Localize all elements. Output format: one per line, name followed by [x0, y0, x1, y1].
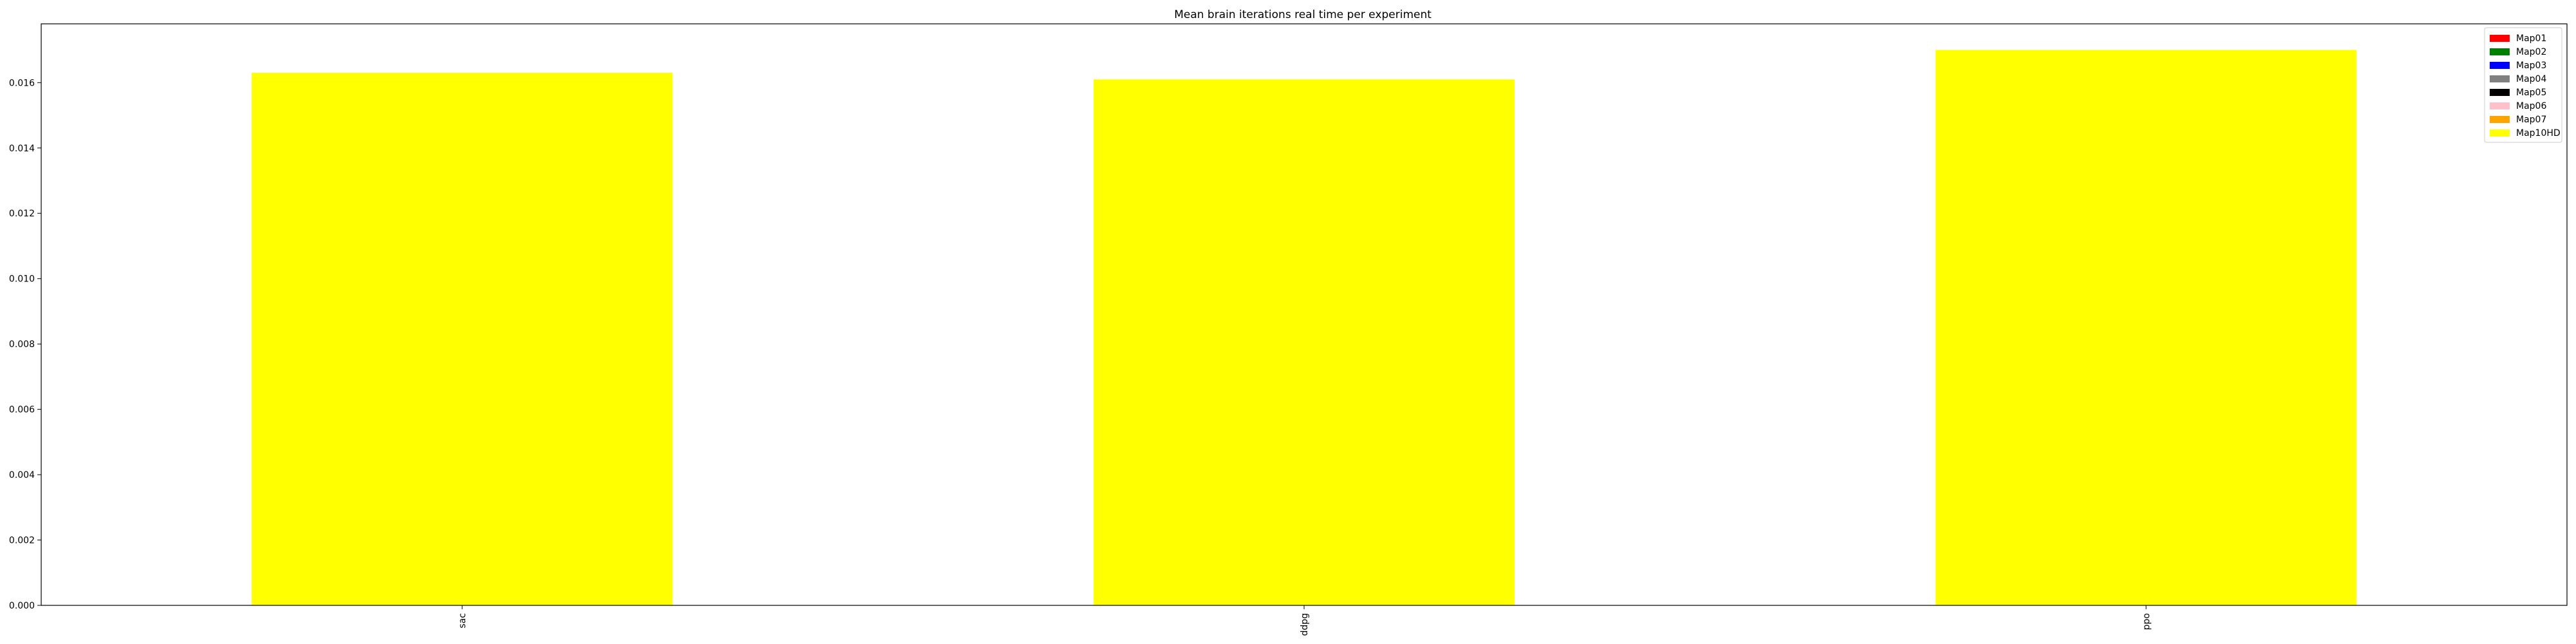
y-axis: 0.000 0.002 0.004 0.006 0.008 0.010 0.012 0.014…: [9, 78, 41, 611]
legend-swatch-map10hd: [2490, 129, 2510, 137]
legend-swatch-map03: [2490, 62, 2510, 69]
y-tick-label: 0.016: [9, 78, 35, 88]
legend: Map01 Map02 Map03 Map04 Map05 Map06 Map07 Map10…: [2484, 27, 2562, 143]
legend-swatch-map02: [2490, 48, 2510, 55]
y-tick-label: 0.000: [9, 601, 35, 611]
x-tick-label: ppo: [2141, 613, 2152, 630]
legend-swatch-map05: [2490, 89, 2510, 96]
x-tick-label: ddpg: [1300, 613, 1310, 636]
legend-box: [2484, 27, 2562, 143]
y-tick-label: 0.010: [9, 274, 35, 285]
legend-label-map06: Map06: [2516, 101, 2546, 111]
legend-swatch-map07: [2490, 116, 2510, 123]
legend-label-map03: Map03: [2516, 61, 2546, 71]
plot-frame: [41, 23, 2568, 606]
y-tick-label: 0.014: [9, 144, 35, 154]
legend-label-map05: Map05: [2516, 88, 2546, 98]
legend-label-map04: Map04: [2516, 74, 2546, 84]
legend-swatch-map01: [2490, 35, 2510, 42]
y-tick-label: 0.012: [9, 209, 35, 219]
bar-ddpg-map10hd: [1094, 79, 1515, 605]
legend-label-map07: Map07: [2516, 115, 2546, 125]
x-axis: sac ddpg ppo: [458, 605, 2152, 636]
y-tick-label: 0.004: [9, 470, 35, 480]
y-tick-label: 0.008: [9, 339, 35, 350]
y-tick-label: 0.006: [9, 405, 35, 415]
legend-label-map01: Map01: [2516, 33, 2546, 44]
legend-swatch-map04: [2490, 75, 2510, 82]
legend-label-map02: Map02: [2516, 47, 2546, 57]
bars-layer: [251, 50, 2357, 605]
legend-label-map10hd: Map10HD: [2516, 128, 2561, 138]
bar-ppo-map10hd: [1935, 50, 2357, 605]
x-tick-label: sac: [458, 613, 468, 629]
legend-swatch-map06: [2490, 102, 2510, 109]
y-tick-label: 0.002: [9, 536, 35, 546]
bar-sac-map10hd: [251, 73, 673, 605]
chart-title: Mean brain iterations real time per expe…: [1174, 8, 1432, 21]
